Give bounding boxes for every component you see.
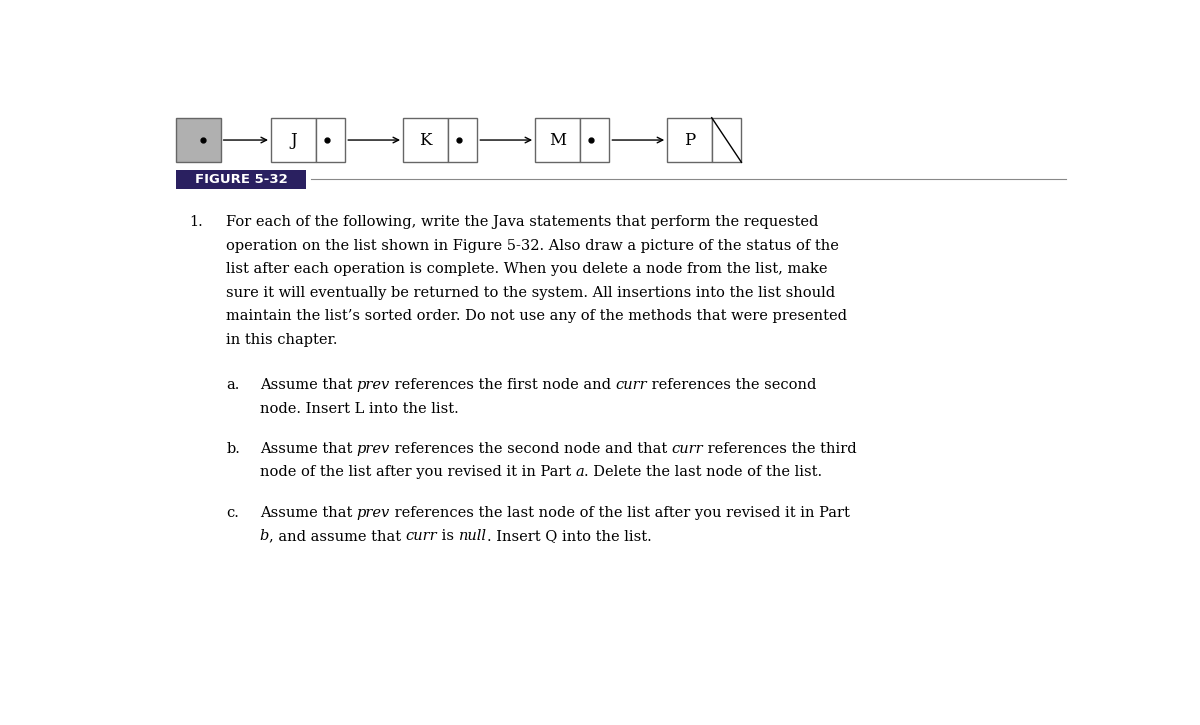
Bar bbox=[316, 117, 346, 162]
Text: curr: curr bbox=[406, 529, 438, 543]
Bar bbox=[667, 117, 712, 162]
Bar bbox=[176, 170, 306, 188]
Text: 1.: 1. bbox=[190, 215, 203, 229]
Text: Assume that: Assume that bbox=[259, 378, 356, 392]
Text: b: b bbox=[259, 529, 269, 543]
Text: references the third: references the third bbox=[703, 442, 857, 456]
Bar bbox=[712, 117, 742, 162]
Bar bbox=[448, 117, 478, 162]
Text: null: null bbox=[460, 529, 487, 543]
Text: P: P bbox=[684, 131, 695, 149]
Bar bbox=[580, 117, 610, 162]
Text: a.: a. bbox=[227, 378, 240, 392]
Text: , and assume that: , and assume that bbox=[269, 529, 406, 543]
Text: head: head bbox=[176, 175, 209, 188]
Text: is: is bbox=[438, 529, 460, 543]
Text: curr: curr bbox=[616, 378, 647, 392]
Text: in this chapter.: in this chapter. bbox=[227, 333, 337, 347]
Text: node of the list after you revised it in Part: node of the list after you revised it in… bbox=[259, 465, 576, 479]
Text: . Delete the last node of the list.: . Delete the last node of the list. bbox=[584, 465, 822, 479]
Text: K: K bbox=[419, 131, 432, 149]
Text: operation on the list shown in Figure 5-32. Also draw a picture of the status of: operation on the list shown in Figure 5-… bbox=[227, 239, 839, 253]
Text: curr: curr bbox=[672, 442, 703, 456]
Text: a: a bbox=[576, 465, 584, 479]
Bar bbox=[271, 117, 316, 162]
Text: references the last node of the list after you revised it in Part: references the last node of the list aft… bbox=[390, 506, 850, 520]
Text: prev: prev bbox=[356, 506, 390, 520]
Text: sure it will eventually be returned to the system. All insertions into the list : sure it will eventually be returned to t… bbox=[227, 286, 835, 299]
Text: list after each operation is complete. When you delete a node from the list, mak: list after each operation is complete. W… bbox=[227, 262, 828, 276]
Bar bbox=[535, 117, 580, 162]
Text: J: J bbox=[290, 131, 296, 149]
Text: maintain the list’s sorted order. Do not use any of the methods that were presen: maintain the list’s sorted order. Do not… bbox=[227, 309, 847, 323]
Text: prev: prev bbox=[356, 378, 390, 392]
Text: references the second node and that: references the second node and that bbox=[390, 442, 672, 456]
Text: . Insert Q into the list.: . Insert Q into the list. bbox=[487, 529, 652, 543]
Text: For each of the following, write the Java statements that perform the requested: For each of the following, write the Jav… bbox=[227, 215, 818, 229]
Text: Assume that: Assume that bbox=[259, 442, 356, 456]
Text: references the second: references the second bbox=[647, 378, 817, 392]
Bar bbox=[176, 117, 221, 162]
Text: prev: prev bbox=[356, 442, 390, 456]
Text: node. Insert L into the list.: node. Insert L into the list. bbox=[259, 402, 458, 416]
Text: references the first node and: references the first node and bbox=[390, 378, 616, 392]
Text: M: M bbox=[548, 131, 566, 149]
Text: c.: c. bbox=[227, 506, 239, 520]
Text: Assume that: Assume that bbox=[259, 506, 356, 520]
Text: FIGURE 5-32: FIGURE 5-32 bbox=[194, 173, 288, 186]
Bar bbox=[403, 117, 448, 162]
Text: b.: b. bbox=[227, 442, 240, 456]
